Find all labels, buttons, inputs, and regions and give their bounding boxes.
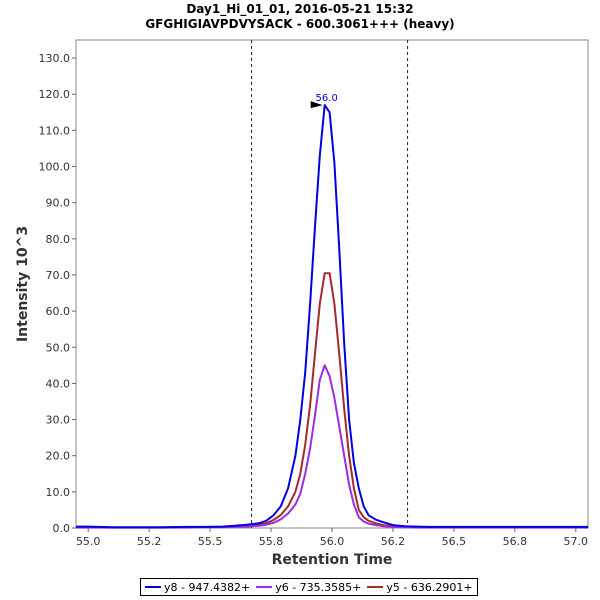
- peak-arrow-icon: [310, 101, 323, 109]
- x-tick-label: 55.8: [259, 535, 284, 548]
- y-tick-label: 60.0: [46, 305, 71, 318]
- x-tick-label: 57.0: [564, 535, 589, 548]
- peak-label: 56.0: [316, 93, 338, 104]
- x-tick-label: 56.8: [503, 535, 528, 548]
- y-tick-label: 10.0: [46, 486, 71, 499]
- y-tick-label: 40.0: [46, 377, 71, 390]
- x-tick-label: 55.0: [76, 535, 101, 548]
- y-tick-label: 120.0: [39, 88, 71, 101]
- legend-item: y6 - 735.3585+: [256, 581, 361, 594]
- legend-swatch-icon: [256, 586, 273, 588]
- peak-annotation: 56.0: [310, 93, 338, 109]
- legend-item: y8 - 947.4382+: [145, 581, 250, 594]
- y-tick-label: 90.0: [46, 197, 71, 210]
- legend-label: y5 - 636.2901+: [386, 580, 473, 594]
- chart-subtitle: GFGHIGIAVPDVYSACK - 600.3061+++ (heavy): [145, 17, 454, 31]
- legend-label: y6 - 735.3585+: [275, 580, 362, 594]
- y-tick-label: 0.0: [53, 522, 71, 535]
- series-layer: [76, 104, 588, 529]
- y-tick-label: 130.0: [39, 52, 71, 65]
- x-tick-label: 55.5: [198, 535, 223, 548]
- chart-legend: y8 - 947.4382+ y6 - 735.3585+ y5 - 636.290…: [140, 578, 478, 596]
- series-line-y8: [76, 104, 588, 529]
- y-tick-label: 20.0: [46, 450, 71, 463]
- y-axis-title: Intensity 10^3: [15, 226, 31, 342]
- y-tick-label: 80.0: [46, 233, 71, 246]
- y-axis: 0.0 10.0 20.0 30.0 40.0 50.0 60.0 70.0 80.0 90.0 1…: [39, 52, 76, 535]
- legend-item: y5 - 636.2901+: [367, 580, 473, 594]
- y-tick-label: 110.0: [39, 124, 71, 137]
- x-tick-label: 56.2: [381, 535, 406, 548]
- chart-title: Day1_Hi_01_01, 2016-05-21 15:32: [186, 2, 413, 17]
- x-tick-label: 55.2: [137, 535, 162, 548]
- y-tick-label: 70.0: [46, 269, 71, 282]
- x-tick-label: 56.5: [442, 535, 467, 548]
- x-axis-title: Retention Time: [272, 552, 393, 568]
- x-axis: 55.0 55.2 55.5 55.8 56.0 56.2 56.5 56.8 57.0: [76, 528, 588, 548]
- y-tick-label: 100.0: [39, 161, 71, 174]
- x-tick-label: 56.0: [320, 535, 345, 548]
- legend-swatch-icon: [145, 586, 161, 588]
- y-tick-label: 30.0: [46, 414, 71, 427]
- legend-swatch-icon: [367, 586, 384, 588]
- y-tick-label: 50.0: [46, 341, 71, 354]
- legend-label: y8 - 947.4382+: [164, 580, 251, 594]
